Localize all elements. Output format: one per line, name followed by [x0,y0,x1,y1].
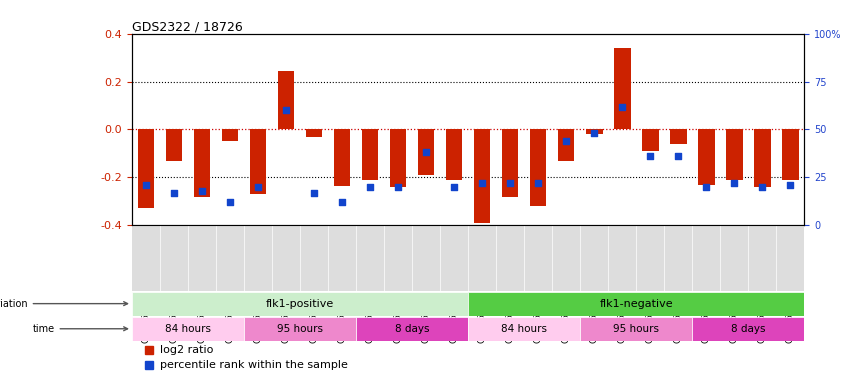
Text: GDS2322 / 18726: GDS2322 / 18726 [132,21,243,34]
Bar [754,129,771,187]
Bar [446,129,462,180]
Bar [165,129,182,160]
Bar [698,129,715,184]
Bar [132,292,468,316]
Text: percentile rank within the sample: percentile rank within the sample [160,360,348,370]
Point [700,184,713,190]
Point [139,182,152,188]
Bar [468,292,804,316]
Bar [692,317,804,341]
Bar [585,129,603,134]
Point [448,184,461,190]
Bar [221,129,238,141]
Bar [193,129,210,196]
Point [587,130,601,136]
Bar [580,317,692,341]
Bar [334,129,351,186]
Text: flk1-positive: flk1-positive [266,298,334,309]
Point [559,138,573,144]
Point [167,190,180,196]
Point [195,188,208,194]
Bar [277,71,294,129]
Bar [501,129,518,196]
Bar [468,317,580,341]
Bar [390,129,407,187]
Text: 84 hours: 84 hours [501,324,547,334]
Text: 8 days: 8 days [395,324,429,334]
Point [391,184,405,190]
Bar [670,129,687,144]
Bar [418,129,434,175]
Point [503,180,517,186]
Point [615,104,629,110]
Point [279,107,293,113]
Text: flk1-negative: flk1-negative [599,298,673,309]
Point [475,180,488,186]
Point [223,199,237,205]
Bar [642,129,659,151]
Bar [138,129,154,209]
Point [784,182,797,188]
Point [363,184,377,190]
Point [728,180,741,186]
Bar [557,129,574,160]
Point [531,180,545,186]
Text: time: time [32,324,128,334]
Point [251,184,265,190]
Bar [782,129,798,180]
Point [335,199,349,205]
Bar [474,129,490,223]
Point [420,150,433,156]
Point [643,153,657,159]
Bar [614,48,631,129]
Text: log2 ratio: log2 ratio [160,345,214,355]
Text: 95 hours: 95 hours [277,324,323,334]
Text: 84 hours: 84 hours [165,324,211,334]
Point [307,190,321,196]
Bar [726,129,743,180]
Text: genotype/variation: genotype/variation [0,298,128,309]
Point [756,184,769,190]
Bar [306,129,323,136]
Bar [362,129,379,180]
Bar [132,317,244,341]
Bar [356,317,468,341]
Bar [529,129,546,206]
Point [671,153,685,159]
Text: 8 days: 8 days [731,324,765,334]
Text: 95 hours: 95 hours [613,324,660,334]
Bar [244,317,356,341]
Bar [249,129,266,194]
